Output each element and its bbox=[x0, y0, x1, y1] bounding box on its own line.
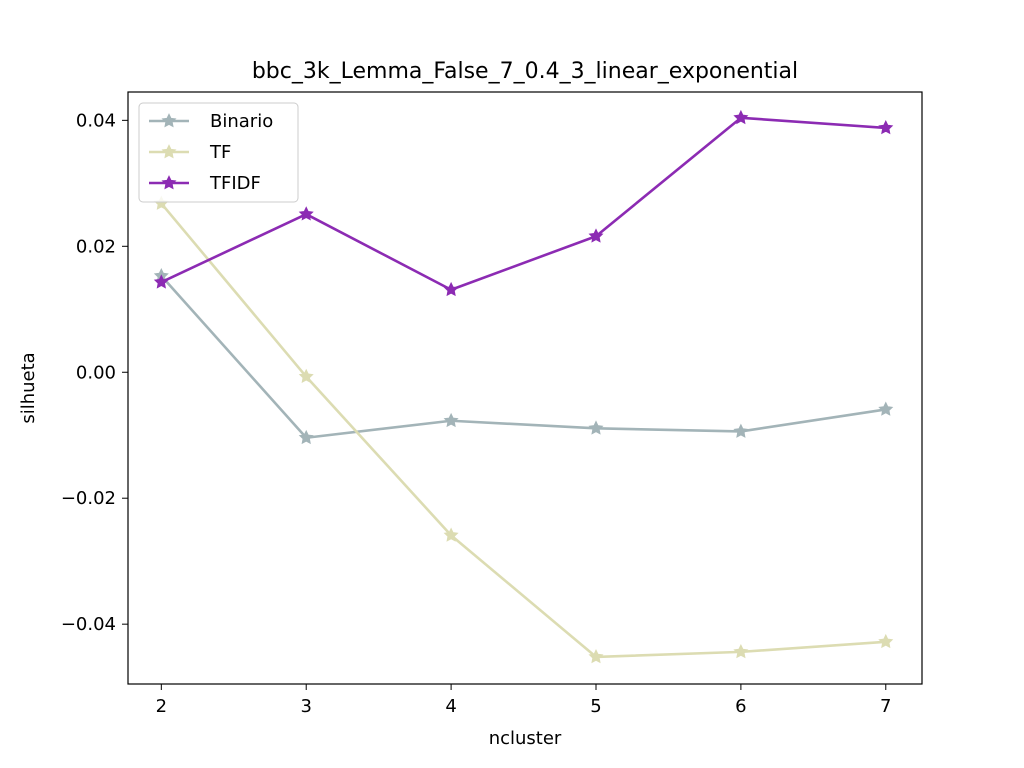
data-point-tfidf bbox=[153, 274, 169, 289]
legend-marker-binario bbox=[161, 113, 177, 128]
data-point-tf bbox=[443, 527, 459, 542]
data-point-tfidf bbox=[588, 228, 604, 243]
series-line-binario bbox=[160, 275, 886, 440]
data-point-tf bbox=[588, 649, 604, 664]
y-tick-label: 0.00 bbox=[76, 362, 116, 383]
x-axis-title: ncluster bbox=[489, 728, 562, 749]
data-point-tfidf bbox=[733, 109, 749, 125]
legend-marker-tfidf bbox=[161, 175, 177, 190]
series-line-tf bbox=[160, 202, 886, 659]
data-point-tf bbox=[878, 633, 894, 649]
y-tick-label: 0.02 bbox=[76, 236, 116, 257]
data-point-binario bbox=[443, 412, 459, 428]
x-tick-label: 3 bbox=[300, 696, 311, 717]
data-point-tfidf bbox=[443, 281, 459, 297]
legend-box bbox=[138, 102, 299, 203]
legend-label-tfidf: TFIDF bbox=[209, 173, 261, 194]
legend-label-tf: TF bbox=[209, 142, 231, 163]
y-tick-label: 0.04 bbox=[76, 110, 116, 131]
y-axis-title: silhueta bbox=[18, 352, 39, 423]
x-tick-label: 5 bbox=[590, 696, 601, 717]
y-tick-label: −0.04 bbox=[61, 614, 116, 635]
data-point-binario bbox=[878, 401, 894, 416]
x-tick-label: 2 bbox=[156, 696, 167, 717]
series-line-tfidf bbox=[160, 116, 886, 292]
x-tick-label: 4 bbox=[445, 696, 456, 717]
data-point-tf bbox=[733, 643, 749, 659]
y-tick-label: −0.02 bbox=[61, 488, 116, 509]
x-tick-label: 6 bbox=[735, 696, 746, 717]
data-point-binario bbox=[298, 429, 314, 445]
chart-title: bbc_3k_Lemma_False_7_0.4_3_linear_expone… bbox=[252, 59, 798, 84]
legend: Binario TF TFIDF bbox=[138, 102, 299, 203]
data-point-binario bbox=[733, 423, 749, 438]
data-point-tfidf bbox=[298, 206, 314, 221]
data-point-tfidf bbox=[878, 120, 894, 135]
data-point-tf bbox=[298, 368, 314, 384]
x-tick-label: 7 bbox=[880, 696, 891, 717]
legend-label-binario: Binario bbox=[210, 111, 273, 132]
data-point-binario bbox=[588, 420, 604, 435]
plot-frame bbox=[127, 91, 923, 685]
legend-marker-tf bbox=[161, 144, 177, 159]
